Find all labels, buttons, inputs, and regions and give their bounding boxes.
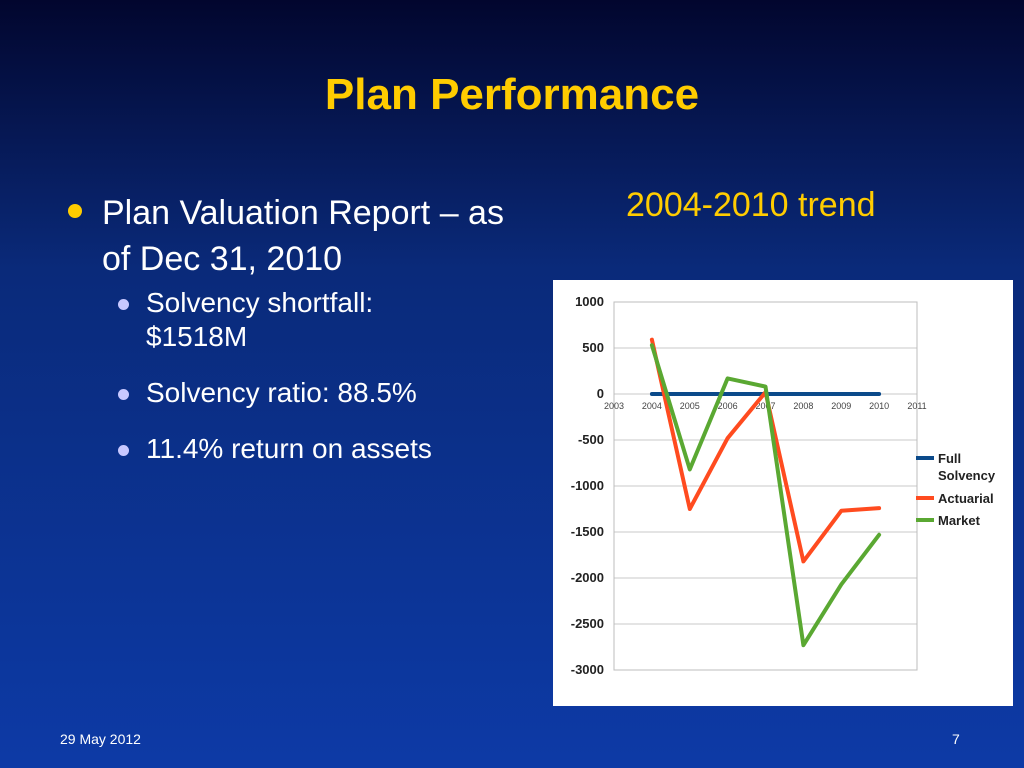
y-tick-label: -3000: [571, 662, 604, 677]
slide-title: Plan Performance: [324, 70, 700, 119]
chart-subtitle: 2004-2010 trend: [626, 186, 876, 224]
bullet-dot-icon: [68, 204, 82, 218]
sub-bullet-ratio: Solvency ratio: 88.5%: [118, 376, 446, 410]
sub-bullet-list: Solvency shortfall: $1518M Solvency rati…: [118, 286, 446, 466]
series-line-market: [649, 343, 882, 648]
bullet-main: Plan Valuation Report – as of Dec 31, 20…: [60, 190, 520, 282]
x-tick-label: 2011: [907, 401, 926, 411]
x-tick-label: 2003: [604, 401, 624, 411]
bullet-list: Plan Valuation Report – as of Dec 31, 20…: [60, 190, 520, 488]
sub-bullet-shortfall: Solvency shortfall: $1518M: [118, 286, 446, 354]
chart-panel: 1000 500 0 -500 -1000 -1500 -2000 -2500 -3000 200…: [553, 280, 1013, 706]
x-tick-label: 2008: [793, 401, 813, 411]
footer-date: 29 May 2012: [60, 731, 141, 747]
x-tick-label: 2007: [755, 401, 775, 411]
line-chart: 1000 500 0 -500 -1000 -1500 -2000 -2500 -3000 200…: [571, 294, 996, 677]
sub-bullet-dot-icon: [118, 299, 129, 310]
y-tick-label: -2500: [571, 616, 604, 631]
y-tick-label: -1000: [571, 478, 604, 493]
y-tick-label: -1500: [571, 524, 604, 539]
y-tick-label: 500: [582, 340, 604, 355]
x-tick-label: 2006: [718, 401, 738, 411]
x-tick-label: 2009: [831, 401, 851, 411]
sub-bullet-text: 11.4% return on assets: [146, 433, 432, 464]
sub-bullet-dot-icon: [118, 389, 129, 400]
y-tick-label: 1000: [575, 294, 604, 309]
y-tick-label: 0: [597, 386, 604, 401]
legend-label: Full Solvency: [938, 451, 996, 483]
legend-label: Actuarial: [938, 491, 994, 506]
bullet-main-text: Plan Valuation Report – as of Dec 31, 20…: [102, 194, 504, 278]
sub-bullet-dot-icon: [118, 445, 129, 456]
y-tick-label: -500: [578, 432, 604, 447]
x-tick-label: 2004: [642, 401, 662, 411]
plot-border: [613, 301, 918, 671]
sub-bullet-return: 11.4% return on assets: [118, 432, 446, 466]
sub-bullet-text: Solvency ratio: 88.5%: [146, 377, 417, 408]
x-tick-label: 2005: [680, 401, 700, 411]
legend-label: Market: [938, 513, 981, 528]
y-tick-label: -2000: [571, 570, 604, 585]
page-number: 7: [952, 731, 960, 747]
x-tick-label: 2010: [869, 401, 889, 411]
sub-bullet-text: Solvency shortfall: $1518M: [146, 287, 374, 352]
